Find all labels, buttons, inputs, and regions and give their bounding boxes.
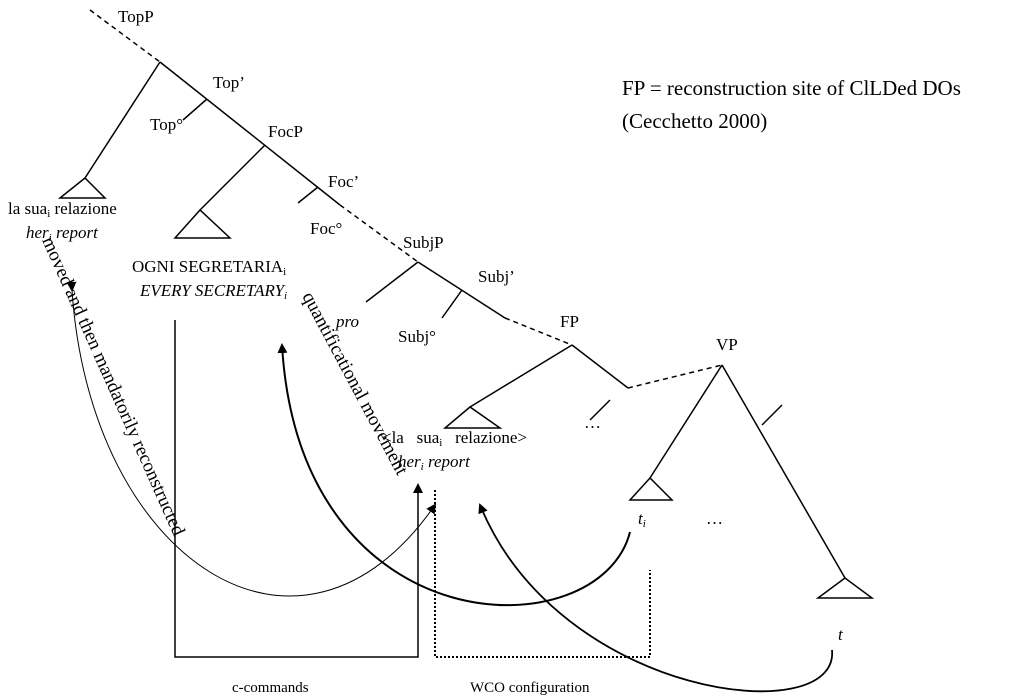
text-part: i xyxy=(439,437,442,449)
text-part: la sua xyxy=(8,199,48,218)
dots: … xyxy=(706,509,723,528)
shape xyxy=(761,404,783,426)
note: FP = reconstruction site of ClLDed DOs xyxy=(622,76,961,100)
text-part: <la sua xyxy=(382,428,440,447)
topic-en: heri report xyxy=(26,223,99,244)
shape xyxy=(627,364,723,389)
shape xyxy=(434,490,651,658)
shape xyxy=(84,61,161,179)
tree-lines xyxy=(57,9,875,599)
shape xyxy=(504,317,573,346)
label: Foc’ xyxy=(328,172,359,191)
trace: t xyxy=(838,625,844,644)
label: TopP xyxy=(118,7,154,26)
shape xyxy=(815,577,875,599)
shape xyxy=(469,344,573,408)
recon-en: heri report xyxy=(398,452,471,473)
shape xyxy=(571,344,629,389)
shape xyxy=(649,364,723,479)
arrow-label: moved and then mandatorily reconstructed xyxy=(37,233,189,539)
text-part: relazione xyxy=(50,199,117,218)
note: (Cecchetto 2000) xyxy=(622,109,767,133)
text-part: i xyxy=(49,232,52,244)
trace: ti xyxy=(638,509,646,530)
dots: … xyxy=(584,413,601,432)
shape xyxy=(442,406,503,429)
label: SubjP xyxy=(403,233,444,252)
text-part: i xyxy=(284,290,287,302)
label: pro xyxy=(335,312,359,331)
text-part: relazione> xyxy=(442,428,527,447)
shape xyxy=(182,98,208,121)
label: Top° xyxy=(150,115,183,134)
recon-it: <la suai relazione> xyxy=(382,428,527,449)
shape xyxy=(89,9,161,63)
shape xyxy=(159,61,341,206)
text-part: i xyxy=(643,518,646,530)
shape xyxy=(277,343,631,607)
arrow-label: WCO configuration xyxy=(470,680,590,696)
focus-en: EVERY SECRETARYi xyxy=(139,281,287,302)
shape xyxy=(57,176,107,199)
shape xyxy=(199,144,266,211)
text-part: EVERY SECRETARY xyxy=(139,281,286,300)
shape xyxy=(365,261,419,303)
text-part: t xyxy=(638,509,644,528)
label: VP xyxy=(716,335,738,354)
arrow-label: c-commands xyxy=(232,680,309,696)
label: Subj° xyxy=(398,327,436,346)
label: FP xyxy=(560,312,579,331)
topic-it: la suai relazione xyxy=(8,199,117,220)
label: Foc° xyxy=(310,219,342,238)
shape xyxy=(721,364,846,579)
shape xyxy=(478,503,833,693)
arrows xyxy=(66,281,833,693)
shape xyxy=(339,204,419,263)
node-labels: TopP Top’ Top° FocP Foc’ Foc° SubjP Subj… xyxy=(118,7,738,354)
text-part: her xyxy=(398,452,421,471)
text-part: report xyxy=(424,452,471,471)
label: Subj’ xyxy=(478,267,515,286)
text-part: i xyxy=(421,461,424,473)
text-part: her xyxy=(26,223,49,242)
label: Top’ xyxy=(213,73,245,92)
shape xyxy=(297,186,319,204)
text-part: report xyxy=(52,223,99,242)
focus-it: OGNI SEGRETARIAi xyxy=(132,257,286,278)
shape xyxy=(589,399,611,421)
label: FocP xyxy=(268,122,303,141)
shape xyxy=(66,281,437,597)
shape xyxy=(173,208,232,239)
text-part: i xyxy=(283,266,286,278)
shape xyxy=(174,320,423,658)
text-part: OGNI SEGRETARIA xyxy=(132,257,284,276)
text-part: i xyxy=(47,208,50,220)
shape xyxy=(628,476,674,501)
shape xyxy=(441,289,463,319)
